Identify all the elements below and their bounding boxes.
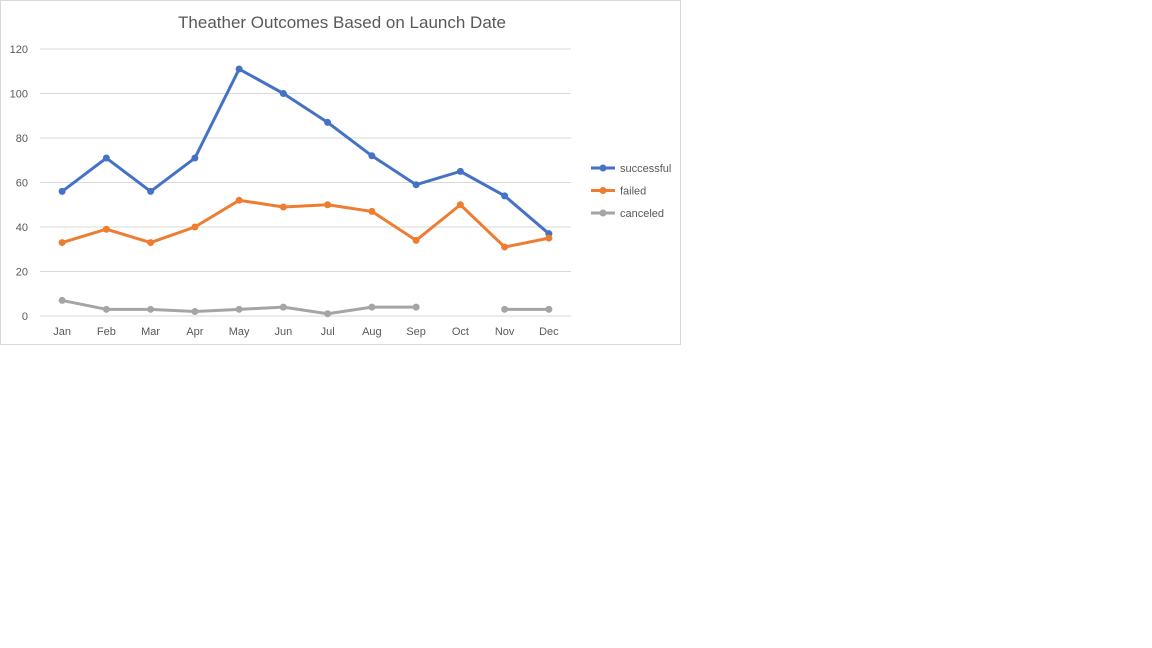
x-tick-label: May [229, 326, 250, 338]
legend: successful failed canceled [591, 163, 671, 220]
chart-title: Theather Outcomes Based on Launch Date [178, 13, 506, 32]
x-tick-label: Jun [275, 326, 293, 338]
data-point-failed [235, 196, 243, 204]
data-point-successful [235, 65, 243, 73]
data-point-canceled [235, 305, 243, 313]
data-point-canceled [147, 305, 155, 313]
series-line-successful [60, 67, 551, 236]
data-point-failed [324, 201, 332, 209]
series-successful [58, 65, 553, 238]
data-point-canceled [545, 305, 553, 313]
legend-label: failed [620, 186, 646, 198]
data-point-successful [501, 192, 509, 200]
legend-label: successful [620, 163, 671, 175]
x-tick-label: Feb [97, 326, 116, 338]
y-tick-label: 60 [16, 178, 28, 190]
data-point-canceled [279, 303, 287, 311]
x-tick-label: Jul [321, 326, 335, 338]
series-lines [58, 65, 553, 318]
data-point-canceled [412, 303, 420, 311]
x-tick-label: Apr [186, 326, 203, 338]
x-tick-label: Jan [53, 326, 71, 338]
data-point-failed [545, 234, 553, 242]
line-chart: Theather Outcomes Based on Launch Date 0… [10, 13, 672, 338]
data-point-successful [324, 118, 332, 126]
data-point-failed [147, 239, 155, 247]
data-point-successful [368, 152, 376, 160]
y-axis-ticks: 0 20 40 60 80 100 120 [10, 44, 28, 323]
data-point-canceled [58, 296, 66, 304]
data-point-failed [501, 243, 509, 251]
data-point-canceled [191, 308, 199, 316]
series-canceled [58, 296, 553, 318]
data-point-failed [279, 203, 287, 211]
data-point-successful [102, 154, 110, 162]
legend-swatch-marker [599, 187, 607, 194]
y-tick-label: 80 [16, 133, 28, 145]
data-point-successful [412, 181, 420, 189]
data-point-canceled [368, 303, 376, 311]
data-point-failed [58, 239, 66, 247]
data-point-canceled [324, 310, 332, 318]
x-axis-ticks: Jan Feb Mar Apr May Jun Jul Aug Sep Oct Nov Dec [53, 326, 559, 338]
data-point-successful [191, 154, 199, 162]
x-tick-label: Oct [452, 326, 469, 338]
data-point-successful [58, 187, 66, 195]
legend-swatch-marker [599, 209, 607, 217]
data-point-failed [191, 223, 199, 231]
x-tick-label: Sep [406, 326, 426, 338]
data-point-failed [102, 225, 110, 233]
x-tick-label: Dec [539, 326, 559, 338]
data-point-failed [368, 207, 376, 215]
data-point-successful [279, 90, 287, 97]
data-point-successful [456, 167, 464, 175]
y-tick-label: 20 [16, 267, 28, 279]
x-tick-label: Mar [141, 326, 160, 338]
x-tick-label: Nov [495, 326, 515, 338]
chart-frame: Theather Outcomes Based on Launch Date 0… [0, 0, 681, 345]
gridlines [40, 48, 571, 317]
legend-swatch-marker [599, 164, 607, 172]
legend-label: canceled [620, 208, 664, 220]
series-failed [58, 196, 553, 251]
series-line-failed [60, 198, 551, 249]
x-tick-label: Aug [362, 326, 382, 338]
data-point-canceled [102, 305, 110, 313]
data-point-canceled [501, 305, 509, 313]
y-tick-label: 120 [10, 44, 28, 56]
data-point-successful [147, 187, 155, 195]
y-tick-label: 100 [10, 89, 28, 101]
data-point-failed [456, 201, 464, 209]
data-point-failed [412, 236, 420, 244]
y-tick-label: 0 [22, 311, 28, 323]
y-tick-label: 40 [16, 222, 28, 234]
